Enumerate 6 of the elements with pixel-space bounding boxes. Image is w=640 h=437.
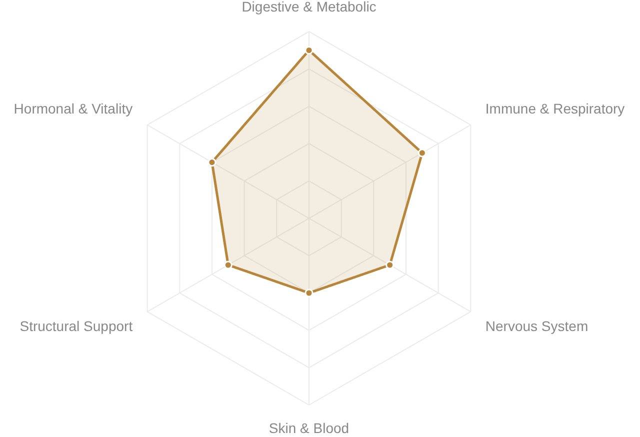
spoke-label: Nervous System	[485, 318, 588, 334]
spoke-label: Skin & Blood	[268, 420, 350, 436]
spoke-label: Digestive & Metabolic	[242, 0, 376, 15]
spoke-label: Structural Support	[20, 318, 133, 334]
spoke-label: Hormonal & Vitality	[14, 100, 133, 116]
spoke-label: Immune & Respiratory	[485, 100, 625, 116]
